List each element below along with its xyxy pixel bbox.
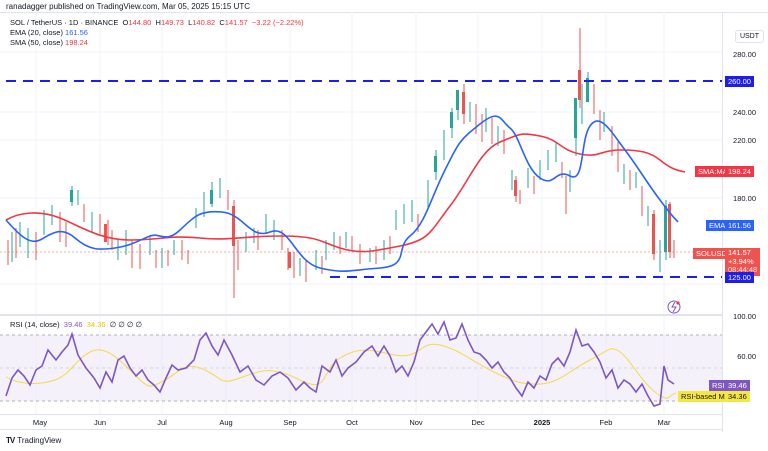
rsi-ma-value-tag: 34.36 [725, 391, 750, 402]
support-tag: 125.00 [725, 272, 754, 283]
change-value: −3.22 (−2.22%) [251, 18, 304, 27]
sma-tag: 198.24 [725, 166, 754, 177]
open-value: 144.80 [128, 18, 152, 27]
symbol-row: SOL / TetherUS · 1D · BINANCE O144.80 H1… [10, 18, 304, 27]
ema-legend[interactable]: EMA (20, close) 161.56 [10, 28, 88, 37]
close-value: 141.57 [224, 18, 248, 27]
rsi-ma-name-tag: RSI-based MA [678, 391, 733, 402]
ema-tag: 161.56 [725, 220, 754, 231]
event-icon[interactable] [667, 300, 681, 314]
high-value: 149.73 [160, 18, 184, 27]
rsi-ma-line [5, 343, 677, 399]
rsi-name-tag: RSI [709, 380, 728, 391]
low-value: 140.82 [192, 18, 216, 27]
sma-name-tag: SMA:MA [695, 166, 731, 177]
resistance-tag: 260.00 [725, 76, 754, 87]
publisher-caption: ranadagger published on TradingView.com,… [6, 2, 251, 11]
rsi-line [5, 319, 675, 407]
pane-separator[interactable] [0, 314, 722, 316]
last-price-tag: 141.57 +3.94% 08:44:48 [725, 248, 761, 276]
sma-legend[interactable]: SMA (50, close) 198.24 [10, 38, 88, 47]
time-axis[interactable]: May Jun Jul Aug Sep Oct Nov Dec 2025 Feb… [0, 414, 722, 430]
rsi-value-tag: 39.46 [725, 380, 750, 391]
tradingview-mark-icon: TV [6, 436, 15, 445]
chart-frame [0, 12, 768, 432]
symbol-tag: SOLUSDT [693, 248, 735, 259]
symbol-title[interactable]: SOL / TetherUS · 1D · BINANCE [10, 18, 119, 27]
main-legend: SOL / TetherUS · 1D · BINANCE O144.80 H1… [10, 18, 304, 48]
tradingview-logo[interactable]: TV TradingView [6, 436, 62, 445]
candles [7, 28, 675, 298]
rsi-legend[interactable]: RSI (14, close) 39.46 34.36 ∅ ∅ ∅ ∅ [10, 320, 143, 329]
currency-button[interactable]: USDT [734, 30, 764, 43]
ema-name-tag: EMA [706, 220, 729, 231]
ema-line [5, 115, 679, 272]
